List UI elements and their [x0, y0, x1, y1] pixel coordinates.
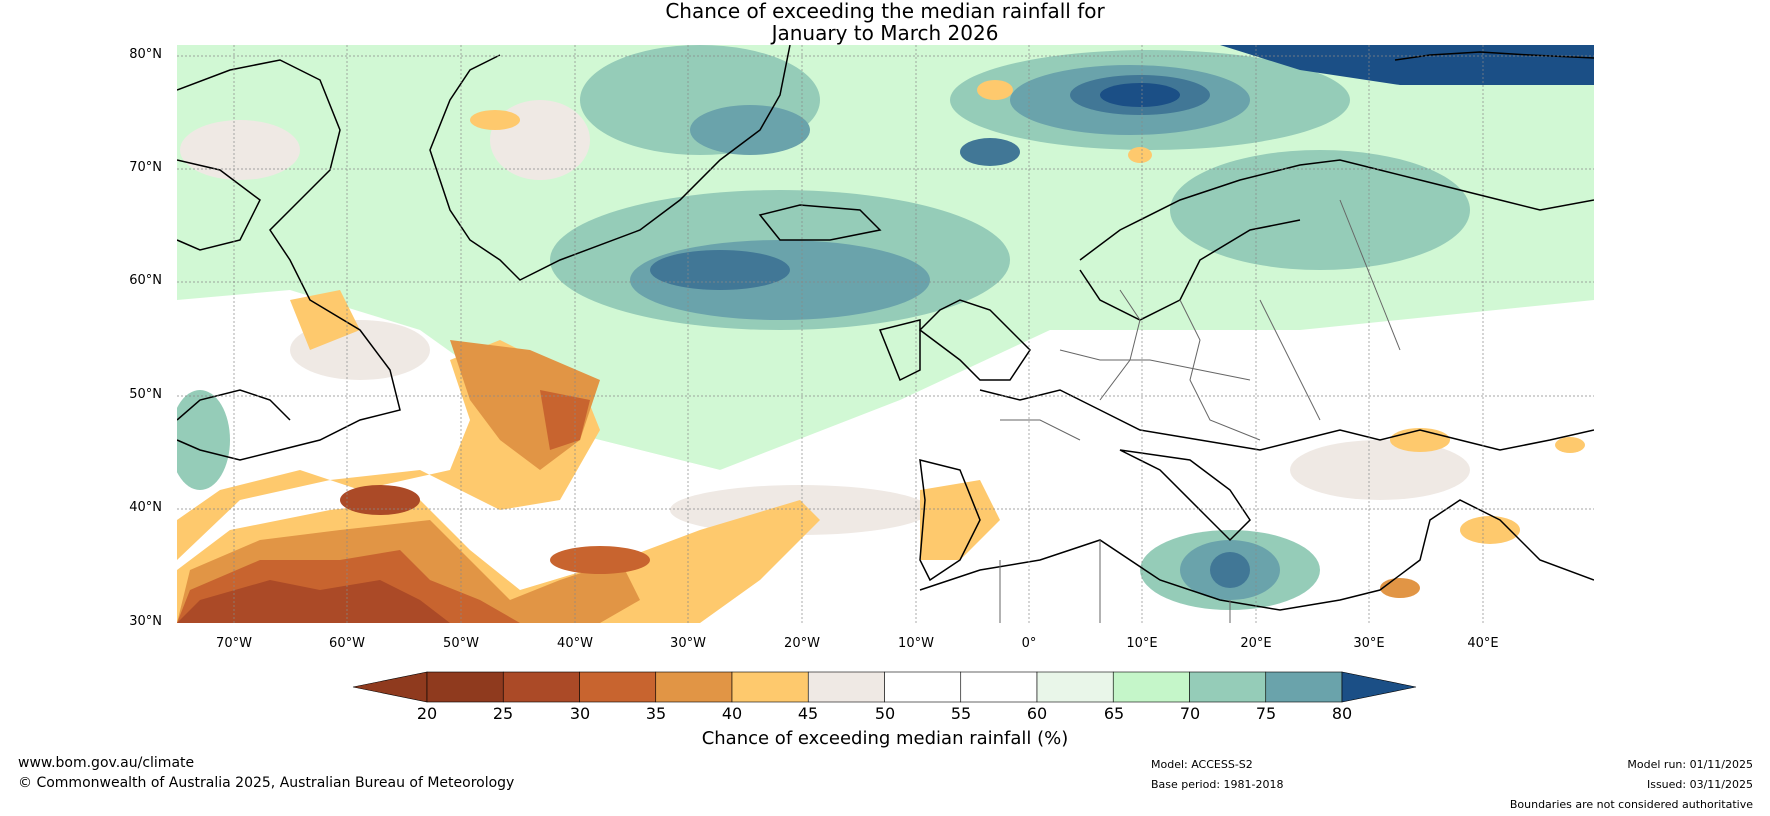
colorbar-tick: 80 — [1331, 704, 1353, 723]
colorbar-extension-high — [1341, 671, 1417, 703]
lon-label-60w: 60°W — [329, 636, 365, 651]
lon-label-40e: 40°E — [1467, 636, 1499, 651]
colorbar-tick: 35 — [645, 704, 667, 723]
title-line-2: January to March 2026 — [771, 21, 999, 45]
colorbar-tick: 50 — [874, 704, 896, 723]
lon-label-10e: 10°E — [1126, 636, 1158, 651]
colorbar — [352, 671, 1417, 703]
model-run-date: Model run: 01/11/2025 — [1627, 758, 1753, 771]
colorbar-segment — [426, 671, 504, 703]
colorbar-tick: 55 — [950, 704, 972, 723]
colorbar-tick: 45 — [797, 704, 819, 723]
lat-label-60n: 60°N — [129, 273, 162, 288]
colorbar-segment — [1036, 671, 1114, 703]
lon-label-30w: 30°W — [670, 636, 706, 651]
lon-label-20e: 20°E — [1240, 636, 1272, 651]
model-name: Model: ACCESS-S2 — [1151, 758, 1253, 771]
lon-label-10w: 10°W — [898, 636, 934, 651]
boundaries-disclaimer: Boundaries are not considered authoritat… — [1509, 798, 1753, 811]
colorbar-tick: 60 — [1026, 704, 1048, 723]
colorbar-tick: 65 — [1103, 704, 1125, 723]
lon-label-40w: 40°W — [557, 636, 593, 651]
colorbar-segment — [1265, 671, 1343, 703]
colorbar-tick: 20 — [416, 704, 438, 723]
lat-label-30n: 30°N — [129, 614, 162, 629]
colorbar-segment — [502, 671, 580, 703]
lat-label-70n: 70°N — [129, 160, 162, 175]
colorbar-tick: 25 — [492, 704, 514, 723]
lon-label-20w: 20°W — [784, 636, 820, 651]
colorbar-segment — [884, 671, 962, 703]
colorbar-label: Chance of exceeding median rainfall (%) — [701, 728, 1069, 749]
colorbar-segment — [1112, 671, 1190, 703]
colorbar-tick: 30 — [569, 704, 591, 723]
rainfall-probability-field — [177, 45, 1594, 623]
map-title: Chance of exceeding the median rainfall … — [0, 0, 1770, 44]
lon-label-30e: 30°E — [1353, 636, 1385, 651]
country-borders — [999, 199, 1401, 623]
lon-label-70w: 70°W — [216, 636, 252, 651]
colorbar-segment — [655, 671, 733, 703]
issued-date: Issued: 03/11/2025 — [1646, 778, 1753, 791]
lat-label-50n: 50°N — [129, 387, 162, 402]
colorbar-segment — [807, 671, 885, 703]
colorbar-segment — [731, 671, 809, 703]
lon-label-50w: 50°W — [443, 636, 479, 651]
copyright-notice: © Commonwealth of Australia 2025, Austra… — [18, 775, 515, 791]
base-period: Base period: 1981-2018 — [1151, 778, 1284, 791]
colorbar-extension-low — [352, 671, 428, 703]
website-link[interactable]: www.bom.gov.au/climate — [18, 755, 195, 771]
colorbar-tick: 40 — [721, 704, 743, 723]
lat-label-40n: 40°N — [129, 500, 162, 515]
graticule — [177, 45, 1594, 623]
lat-label-80n: 80°N — [129, 47, 162, 62]
title-line-1: Chance of exceeding the median rainfall … — [665, 0, 1105, 23]
colorbar-segment — [579, 671, 657, 703]
colorbar-tick: 75 — [1255, 704, 1277, 723]
colorbar-tick: 70 — [1179, 704, 1201, 723]
colorbar-segment — [960, 671, 1038, 703]
colorbar-segment — [1189, 671, 1267, 703]
coastlines — [177, 45, 1594, 611]
lon-label-0: 0° — [1021, 636, 1037, 651]
